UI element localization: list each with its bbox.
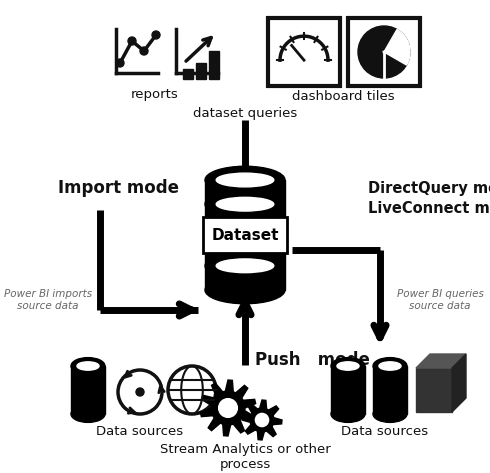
Circle shape	[116, 59, 124, 67]
Text: Push   mode: Push mode	[255, 351, 370, 369]
Polygon shape	[384, 29, 410, 65]
Ellipse shape	[71, 406, 105, 422]
Text: Power BI imports
source data: Power BI imports source data	[4, 289, 92, 311]
Text: dashboard tiles: dashboard tiles	[292, 90, 394, 103]
Text: Data sources: Data sources	[97, 425, 184, 438]
Ellipse shape	[216, 259, 274, 272]
Circle shape	[152, 31, 160, 39]
Text: Power BI queries
source data: Power BI queries source data	[396, 289, 484, 311]
Text: Data sources: Data sources	[342, 425, 429, 438]
Polygon shape	[242, 400, 282, 440]
Bar	[331, 366, 365, 414]
Text: Stream Analytics or other
process: Stream Analytics or other process	[160, 443, 330, 471]
Ellipse shape	[205, 191, 285, 218]
Ellipse shape	[205, 252, 285, 280]
Text: dataset queries: dataset queries	[193, 107, 297, 120]
Bar	[348, 18, 420, 86]
Bar	[416, 368, 452, 412]
Ellipse shape	[331, 406, 365, 422]
Ellipse shape	[205, 221, 285, 249]
Bar	[71, 366, 105, 414]
Ellipse shape	[216, 197, 274, 211]
Polygon shape	[452, 354, 466, 412]
Bar	[373, 366, 407, 414]
Bar	[205, 180, 285, 290]
Circle shape	[219, 399, 237, 417]
Ellipse shape	[331, 358, 365, 375]
Text: LiveConnect mode: LiveConnect mode	[368, 201, 490, 216]
Ellipse shape	[205, 276, 285, 304]
Bar	[183, 69, 193, 79]
Ellipse shape	[216, 228, 274, 242]
Ellipse shape	[373, 358, 407, 375]
Ellipse shape	[216, 173, 274, 187]
Circle shape	[255, 413, 269, 427]
Polygon shape	[200, 380, 256, 436]
Bar	[203, 217, 287, 253]
Ellipse shape	[379, 362, 401, 370]
Ellipse shape	[373, 406, 407, 422]
Polygon shape	[416, 354, 466, 368]
Ellipse shape	[77, 362, 99, 370]
Ellipse shape	[205, 166, 285, 194]
Circle shape	[140, 47, 148, 55]
Bar	[209, 51, 219, 79]
Circle shape	[128, 37, 136, 45]
Bar	[268, 18, 340, 86]
Text: reports: reports	[131, 88, 179, 101]
Ellipse shape	[337, 362, 359, 370]
Ellipse shape	[71, 358, 105, 375]
Circle shape	[358, 26, 410, 78]
Text: DirectQuery mode: DirectQuery mode	[368, 181, 490, 195]
Bar	[196, 63, 206, 79]
Text: Import mode: Import mode	[57, 179, 178, 197]
Text: Dataset: Dataset	[211, 228, 279, 243]
Circle shape	[136, 388, 144, 396]
